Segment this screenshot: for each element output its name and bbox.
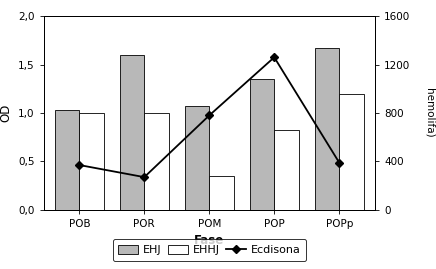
Bar [119,55,144,210]
Bar [209,176,234,210]
Bar [54,110,79,210]
Bar [249,79,274,210]
X-axis label: Fase: Fase [194,234,225,247]
Bar [79,113,104,210]
Bar [144,113,169,210]
Bar [314,48,339,210]
Bar [339,94,364,210]
Y-axis label: OD: OD [0,104,12,122]
Bar [274,130,299,210]
Y-axis label: 20E equiv. (pg/ul
hemolifa): 20E equiv. (pg/ul hemolifa) [424,69,436,157]
Legend: EHJ, EHHJ, Ecdisona: EHJ, EHHJ, Ecdisona [112,239,306,261]
Bar [184,106,209,210]
